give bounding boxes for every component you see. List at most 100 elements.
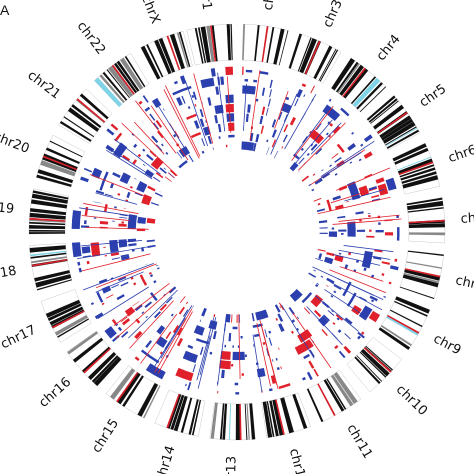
gain-segment: [326, 277, 335, 284]
centromere-mark: [275, 399, 285, 435]
gain-segment: [145, 315, 148, 319]
gain-segment: [209, 351, 213, 355]
loss-segment: [236, 314, 238, 323]
gain-segment: [142, 148, 146, 152]
radial-link-line: [314, 295, 359, 332]
gain-segment: [329, 164, 332, 167]
ideogram-band: [333, 372, 358, 405]
ideogram-band: [319, 49, 339, 82]
gain-segment: [154, 192, 163, 197]
gain-segment: [191, 94, 195, 98]
chromosome-label-chr10: chr10: [393, 382, 430, 419]
radial-link-line: [284, 94, 317, 150]
gain-segment: [96, 291, 104, 303]
chromosome-ideogram-chr1: [186, 23, 233, 66]
ideogram-band: [88, 352, 117, 380]
ideogram-band: [35, 274, 72, 288]
gain-segment: [241, 141, 255, 151]
gain-segment: [361, 250, 373, 269]
loss-segment: [271, 139, 277, 148]
gain-segment: [156, 325, 166, 335]
gain-segment: [320, 275, 324, 278]
ideogram-band: [210, 402, 218, 439]
radial-link-line: [329, 269, 387, 294]
gain-segment: [234, 382, 239, 386]
chromosome-ideogram-chr18: [29, 243, 73, 291]
ideogram-band: [379, 115, 412, 139]
ideogram-band: [402, 175, 439, 189]
ideogram-band: [40, 160, 76, 177]
cnv-segments-chr9: [308, 266, 387, 323]
cnv-segments-chr22: [133, 95, 194, 169]
gain-segment: [181, 95, 186, 104]
gain-segment: [322, 314, 330, 322]
gain-segment: [296, 327, 300, 331]
ideogram-band: [370, 100, 399, 124]
centromere-mark: [404, 268, 441, 278]
gain-segment: [142, 163, 146, 166]
loss-segment: [129, 185, 133, 189]
centromere-mark: [29, 217, 66, 222]
ideogram-band: [406, 197, 443, 206]
ideogram-band: [110, 368, 136, 400]
loss-segment: [220, 350, 231, 360]
loss-segment: [327, 134, 332, 138]
chromosome-label-chr11: chr11: [343, 422, 375, 462]
loss-segment: [213, 314, 216, 318]
loss-segment: [242, 66, 244, 75]
loss-segment: [155, 120, 163, 128]
gain-segment: [121, 331, 129, 338]
ideogram-band: [385, 127, 418, 147]
loss-segment: [369, 229, 372, 232]
gain-segment: [144, 106, 151, 112]
gain-segment: [330, 295, 334, 298]
gain-segment: [118, 276, 127, 282]
ideogram-band: [360, 348, 390, 377]
chromosome-ideogram-chr7: [406, 197, 446, 244]
loss-segment: [118, 223, 127, 227]
ideogram-base: [378, 296, 431, 351]
radial-link-line: [330, 281, 383, 311]
ideogram-band: [116, 60, 140, 92]
radial-link-line: [199, 335, 211, 376]
radial-link-line: [338, 214, 400, 222]
loss-segment: [363, 151, 373, 159]
centromere-mark: [76, 98, 106, 123]
gain-segment: [252, 142, 257, 152]
radial-link-line: [154, 308, 193, 373]
radial-link-line: [164, 85, 201, 157]
gain-segment: [182, 309, 189, 317]
gain-segment: [358, 158, 362, 162]
ideogram-band: [49, 140, 83, 158]
gain-segment: [303, 94, 306, 98]
gain-segment: [165, 151, 169, 155]
gain-segment: [318, 253, 323, 260]
gain-segment: [396, 227, 400, 241]
ideogram-band: [30, 199, 68, 209]
gain-segment: [155, 264, 159, 267]
gain-segment: [201, 307, 207, 317]
chromosome-label-chr12: chr12: [286, 447, 310, 474]
ideogram-band: [63, 116, 95, 138]
gain-segment: [296, 88, 303, 98]
gain-segment: [333, 284, 342, 290]
centromere-mark: [83, 347, 111, 374]
radial-link-line: [319, 152, 362, 180]
cnv-segments-chr21: [105, 122, 178, 183]
gain-segment: [178, 146, 190, 158]
gain-segment: [278, 111, 283, 120]
radial-link-line: [290, 119, 333, 169]
radial-link-line: [306, 306, 343, 346]
ideogram-band: [119, 57, 144, 90]
loss-segment: [291, 330, 294, 334]
gain-segment: [212, 330, 217, 340]
gain-segment: [127, 269, 131, 271]
ideogram-band: [394, 147, 429, 165]
radial-link-line: [293, 110, 328, 156]
ideogram-band: [93, 356, 122, 387]
ideogram-band: [169, 33, 185, 70]
radial-link-line: [163, 89, 200, 159]
gain-segment: [199, 346, 204, 355]
ideogram-band: [288, 33, 303, 69]
radial-link-line: [338, 249, 391, 260]
